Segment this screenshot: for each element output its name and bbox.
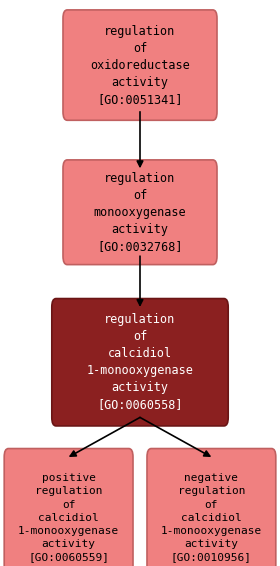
Text: regulation
of
calcidiol
1-monooxygenase
activity
[GO:0060558]: regulation of calcidiol 1-monooxygenase … [87, 313, 193, 411]
FancyBboxPatch shape [52, 299, 228, 426]
FancyBboxPatch shape [147, 448, 276, 566]
Text: regulation
of
monooxygenase
activity
[GO:0032768]: regulation of monooxygenase activity [GO… [94, 171, 186, 253]
Text: regulation
of
oxidoreductase
activity
[GO:0051341]: regulation of oxidoreductase activity [G… [90, 24, 190, 106]
FancyBboxPatch shape [63, 10, 217, 121]
Text: positive
regulation
of
calcidiol
1-monooxygenase
activity
[GO:0060559]: positive regulation of calcidiol 1-monoo… [18, 473, 119, 563]
FancyBboxPatch shape [4, 448, 133, 566]
Text: negative
regulation
of
calcidiol
1-monooxygenase
activity
[GO:0010956]: negative regulation of calcidiol 1-monoo… [161, 473, 262, 563]
FancyBboxPatch shape [63, 160, 217, 265]
